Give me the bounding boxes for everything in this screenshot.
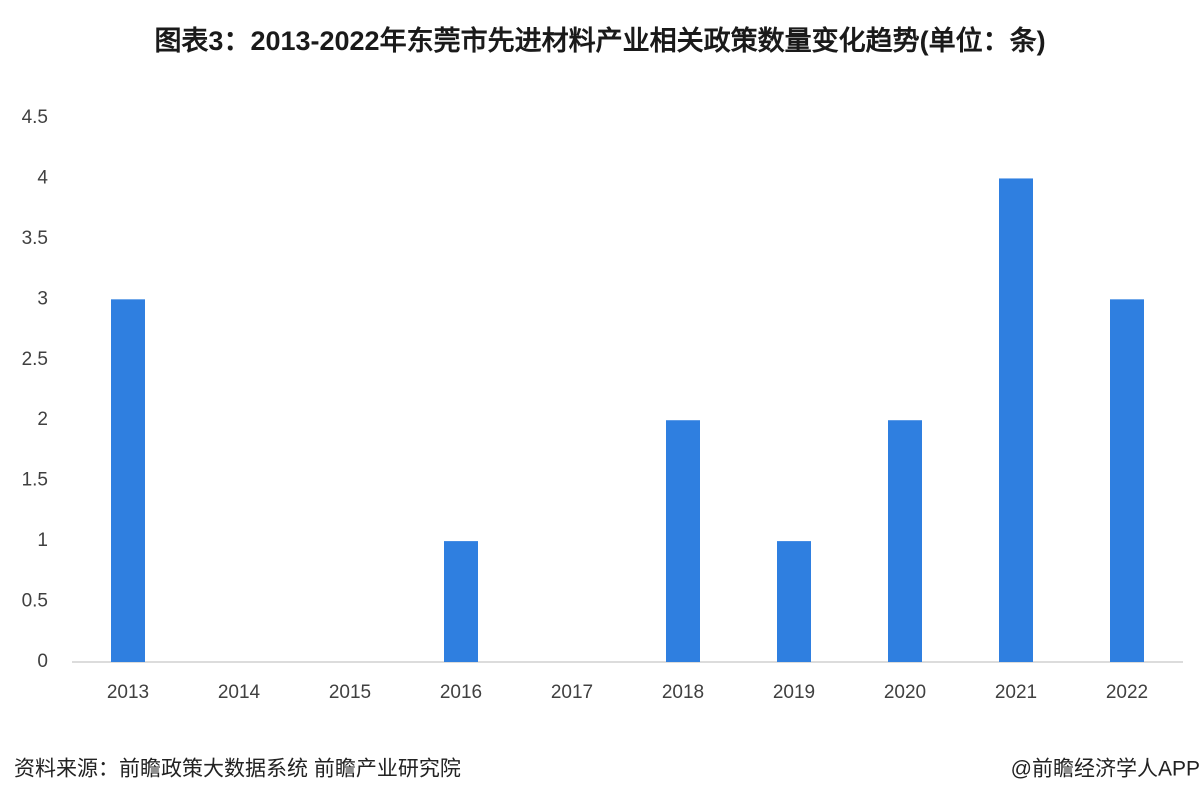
bar xyxy=(444,541,478,662)
y-tick-label: 4.5 xyxy=(22,107,48,128)
chart-title: 图表3：2013-2022年东莞市先进材料产业相关政策数量变化趋势(单位：条) xyxy=(154,25,1045,56)
x-tick-label: 2021 xyxy=(995,682,1037,703)
y-tick-label: 1 xyxy=(37,530,48,551)
x-tick-label: 2016 xyxy=(440,682,482,703)
credit: @前瞻经济学人APP xyxy=(1011,758,1200,781)
x-tick-label: 2018 xyxy=(662,682,704,703)
bar xyxy=(888,420,922,662)
x-tick-label: 2022 xyxy=(1106,682,1148,703)
bar xyxy=(666,420,700,662)
x-tick-label: 2014 xyxy=(218,682,261,703)
x-tick-label: 2019 xyxy=(773,682,815,703)
bar xyxy=(777,541,811,662)
x-tick-label: 2013 xyxy=(107,682,149,703)
y-tick-label: 3 xyxy=(37,288,48,309)
y-tick-label: 0.5 xyxy=(22,591,48,612)
x-tick-label: 2015 xyxy=(329,682,371,703)
bar xyxy=(1110,299,1144,662)
y-tick-label: 0 xyxy=(37,651,48,672)
y-tick-label: 2.5 xyxy=(22,349,48,370)
x-tick-label: 2020 xyxy=(884,682,926,703)
y-tick-label: 1.5 xyxy=(22,470,48,491)
y-tick-label: 4 xyxy=(37,167,48,188)
source-note: 资料来源：前瞻政策大数据系统 前瞻产业研究院 xyxy=(14,758,461,781)
x-tick-label: 2017 xyxy=(551,682,593,703)
bar xyxy=(111,299,145,662)
y-tick-label: 2 xyxy=(37,409,48,430)
y-tick-label: 3.5 xyxy=(22,228,48,249)
bar xyxy=(999,178,1033,662)
